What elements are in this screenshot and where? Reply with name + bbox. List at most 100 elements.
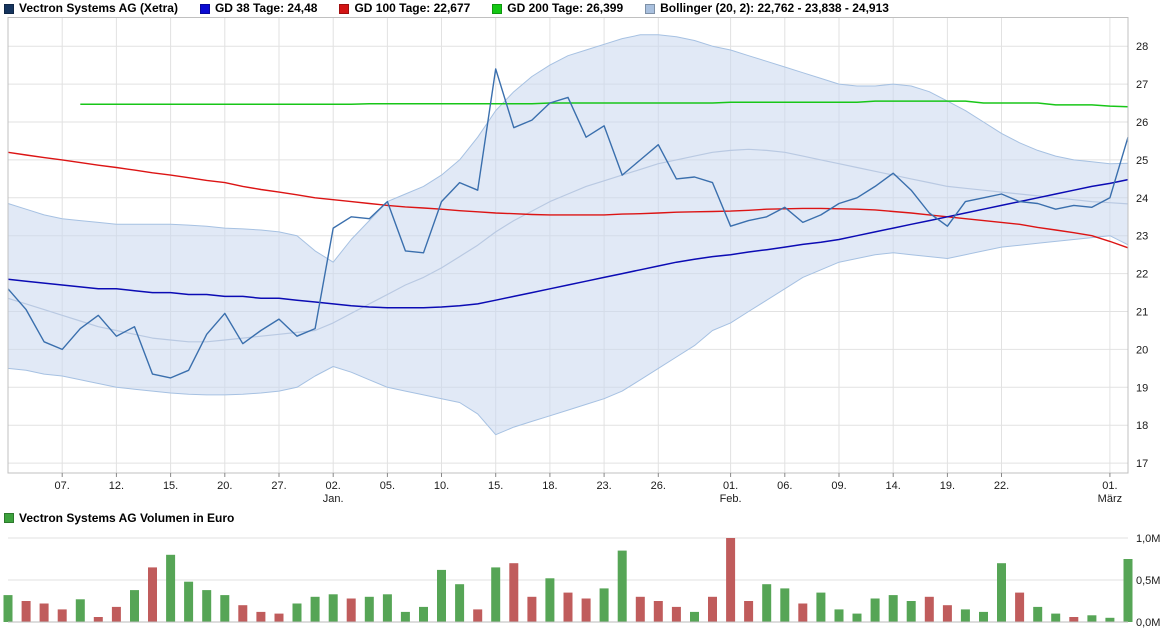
bollinger-swatch-icon xyxy=(645,3,656,14)
gd100-swatch-icon xyxy=(339,3,350,14)
volume-bar xyxy=(346,598,356,622)
volume-bar xyxy=(942,605,952,622)
volume-bar xyxy=(473,609,483,622)
svg-text:20: 20 xyxy=(1136,344,1148,356)
svg-text:05.: 05. xyxy=(380,480,395,492)
volume-bar xyxy=(111,606,121,622)
legend-item-volume: Vectron Systems AG Volumen in Euro xyxy=(4,510,234,527)
legend-label-bollinger: Bollinger (20, 2): 22,762 - 23,838 - 24,… xyxy=(660,1,889,15)
legend-label-gd100: GD 100 Tage: 22,677 xyxy=(354,1,471,15)
volume-bar xyxy=(202,590,212,622)
volume-bar xyxy=(1123,559,1133,622)
legend-item-price: Vectron Systems AG (Xetra) xyxy=(4,0,178,17)
volume-bar xyxy=(220,595,230,622)
volume-bar xyxy=(1015,592,1025,622)
svg-text:27: 27 xyxy=(1136,79,1148,91)
volume-bar xyxy=(726,538,736,622)
volume-bar xyxy=(870,598,880,622)
volume-bar xyxy=(310,596,320,622)
volume-bar xyxy=(581,598,591,622)
volume-bar xyxy=(653,601,663,622)
svg-text:15.: 15. xyxy=(488,480,503,492)
volume-chart-canvas: 0,0M 0,5M 1,0M xyxy=(3,533,1160,629)
volume-bar xyxy=(635,596,645,622)
volume-bar xyxy=(39,603,49,622)
volume-bar xyxy=(1033,606,1043,622)
svg-text:26.: 26. xyxy=(651,480,666,492)
svg-text:19.: 19. xyxy=(940,480,955,492)
volume-bar xyxy=(708,596,717,622)
svg-text:Jan.: Jan. xyxy=(323,493,344,505)
svg-text:01.: 01. xyxy=(723,480,738,492)
volume-bar xyxy=(527,596,537,622)
price-chart-canvas: 17 18 19 20 21 22 23 24 25 26 27 28 07. 12. 15. 20. 27. 0… xyxy=(7,17,1148,505)
svg-text:1,0M: 1,0M xyxy=(1136,533,1160,545)
volume-bar xyxy=(93,617,103,622)
volume-bar xyxy=(888,595,898,622)
legend-item-gd100: GD 100 Tage: 22,677 xyxy=(339,0,470,17)
main-chart-legend: Vectron Systems AG (Xetra) GD 38 Tage: 2… xyxy=(0,0,911,17)
volume-bar xyxy=(671,606,681,622)
svg-text:24: 24 xyxy=(1136,193,1148,205)
svg-text:0,5M: 0,5M xyxy=(1136,575,1160,587)
legend-label-gd200: GD 200 Tage: 26,399 xyxy=(507,1,624,15)
svg-text:17: 17 xyxy=(1136,458,1148,470)
volume-bar xyxy=(274,613,284,622)
volume-bar xyxy=(166,554,176,622)
volume-bar xyxy=(798,603,808,622)
volume-bar xyxy=(382,594,392,622)
gd38-swatch-icon xyxy=(199,3,210,14)
volume-bar xyxy=(1051,613,1061,622)
legend-item-gd38: GD 38 Tage: 24,48 xyxy=(199,0,317,17)
volume-bar xyxy=(545,578,555,622)
gd200-swatch-icon xyxy=(492,3,503,14)
svg-text:27.: 27. xyxy=(271,480,286,492)
volume-bar xyxy=(292,603,302,622)
volume-bar xyxy=(3,595,13,622)
volume-bar xyxy=(184,581,194,622)
svg-text:18.: 18. xyxy=(542,480,557,492)
volume-bar xyxy=(75,599,85,622)
volume-bar xyxy=(563,592,573,622)
volume-bar xyxy=(997,563,1006,622)
volume-bar xyxy=(148,567,157,622)
svg-text:07.: 07. xyxy=(55,480,70,492)
volume-bar xyxy=(816,592,826,622)
svg-text:12.: 12. xyxy=(109,480,124,492)
svg-text:25: 25 xyxy=(1136,155,1148,167)
svg-text:19: 19 xyxy=(1136,382,1148,394)
svg-text:01.: 01. xyxy=(1102,480,1117,492)
svg-text:26: 26 xyxy=(1136,117,1148,129)
svg-text:22: 22 xyxy=(1136,269,1148,281)
price-swatch-icon xyxy=(4,3,14,14)
volume-bar xyxy=(364,596,374,622)
volume-bar xyxy=(1087,615,1097,622)
svg-text:März: März xyxy=(1098,493,1122,505)
legend-label-price: Vectron Systems AG (Xetra) xyxy=(19,1,178,15)
legend-item-bollinger: Bollinger (20, 2): 22,762 - 23,838 - 24,… xyxy=(645,0,889,17)
volume-bar xyxy=(834,609,844,622)
volume-bar xyxy=(924,596,934,622)
svg-text:15.: 15. xyxy=(163,480,178,492)
svg-text:21: 21 xyxy=(1136,307,1148,319)
svg-text:02.: 02. xyxy=(326,480,341,492)
volume-bar xyxy=(419,606,428,622)
volume-bar xyxy=(690,611,699,622)
svg-text:23: 23 xyxy=(1136,231,1148,243)
svg-text:10.: 10. xyxy=(434,480,449,492)
svg-text:22.: 22. xyxy=(994,480,1009,492)
volume-bar xyxy=(400,611,410,622)
legend-label-volume: Vectron Systems AG Volumen in Euro xyxy=(19,510,235,525)
volume-bar xyxy=(1105,617,1115,622)
volume-swatch-icon xyxy=(4,513,14,523)
legend-item-gd200: GD 200 Tage: 26,399 xyxy=(492,0,623,17)
volume-bar xyxy=(130,590,139,622)
volume-bar xyxy=(599,588,609,622)
volume-bar xyxy=(744,601,754,622)
volume-chart-legend: Vectron Systems AG Volumen in Euro xyxy=(4,509,256,527)
svg-text:Feb.: Feb. xyxy=(720,493,742,505)
volume-bar xyxy=(455,584,465,622)
svg-text:28: 28 xyxy=(1136,41,1148,53)
volume-bar xyxy=(1069,617,1079,622)
